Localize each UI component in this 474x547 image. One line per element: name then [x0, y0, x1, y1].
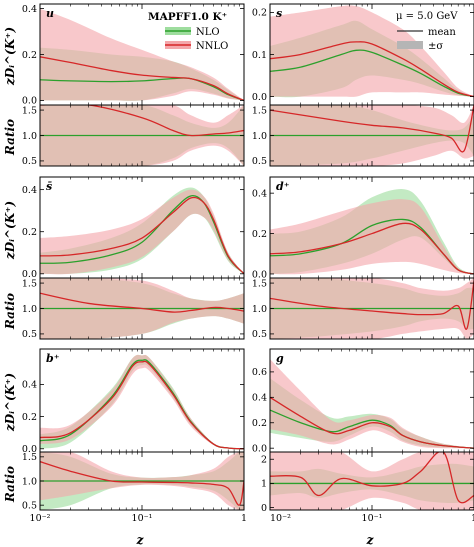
- panel-3-ratio-ytick-label-0: 0.5: [252, 329, 267, 340]
- panel-4-dist-ytick-label-0: 0.0: [22, 444, 37, 455]
- panel-5-ratio-xtick-label-2: 1: [471, 513, 474, 524]
- panel-4-dist-parton-label: b⁺: [46, 352, 60, 365]
- panel-0-ratio-nnlo-mean: [40, 105, 244, 137]
- panel-0-dist-nnlo-band: [40, 8, 244, 101]
- panel-2-dist: 0.0 0.2 0.4 s̄: [22, 176, 245, 280]
- panel-5-dist-nnlo-band: [270, 359, 474, 449]
- xlabel-left: z: [136, 533, 145, 547]
- panel-4-ratio-nnlo-mean: [40, 461, 244, 506]
- legend-sigma-swatch: [397, 41, 423, 49]
- panel-5-dist-ytick-label-1: 0.2: [252, 418, 267, 429]
- legend-style: μ = 5.0 GeV mean ±σ: [396, 11, 458, 52]
- panel-0-ratio-ytick-label-1: 1.0: [22, 131, 37, 142]
- panel-4-ratio-xtick-label-2: 1: [241, 513, 247, 524]
- panel-1-ratio-nnlo-mean: [270, 105, 474, 153]
- panel-5-ratio-nnlo-band: [270, 452, 474, 510]
- legend-sigma-label: ±σ: [428, 41, 443, 52]
- panel-5-dist-ytick-label-3: 0.6: [252, 367, 267, 378]
- panel-5-ratio-xtick-label-0: 10⁻²: [270, 513, 291, 524]
- panel-2-ratio-nnlo-mean: [40, 292, 244, 313]
- ylabel-ratio-row2: Ratio: [3, 293, 17, 330]
- panel-1-dist-ytick-label-2: 0.2: [252, 8, 267, 19]
- panel-0-dist-nnlo-mean: [40, 56, 244, 102]
- panel-3-dist-parton-label: d⁺: [276, 180, 290, 193]
- panel-4-dist-nnlo-mean: [40, 360, 244, 450]
- panel-4-dist-ytick-label-1: 0.2: [22, 412, 37, 423]
- panel-2-dist-ytick-label-0: 0.0: [22, 269, 37, 280]
- panel-0-dist-ytick-label-2: 0.4: [22, 4, 37, 15]
- panel-5-dist-parton-label: g: [276, 352, 284, 365]
- panel-5-ratio: 0 1 2 10⁻² 10⁻¹ 1: [261, 451, 474, 524]
- panel-1-ratio: 0.5 1.0 1.5: [252, 104, 474, 167]
- panel-2-dist-parton-label: s̄: [46, 180, 52, 193]
- legend-series: MAPFF1.0 K⁺ NLO NNLO: [148, 11, 228, 52]
- panel-5-dist-ytick-label-2: 0.4: [252, 393, 267, 404]
- legend-mean-label: mean: [428, 27, 456, 38]
- panel-3-dist-nnlo-band: [270, 199, 474, 275]
- panel-2-ratio-ytick-label-2: 1.5: [22, 278, 37, 289]
- panel-0-ratio-ytick-label-0: 0.5: [22, 156, 37, 167]
- panel-5-dist-ytick-label-0: 0.0: [252, 443, 267, 454]
- panel-2-dist-nnlo-band: [40, 189, 244, 275]
- ylabel-ratio-row3: Ratio: [3, 466, 17, 503]
- figure-title: MAPFF1.0 K⁺: [148, 11, 227, 23]
- panel-3-dist-nnlo-mean: [270, 222, 474, 275]
- panel-5-ratio-ytick-label-0: 0: [261, 503, 267, 514]
- panel-1-dist-ytick-label-0: 0.0: [252, 92, 267, 103]
- panel-0-dist-ytick-label-0: 0.0: [22, 96, 37, 107]
- panel-4-ratio: 0.5 1.0 1.5 10⁻² 10⁻¹ 1: [22, 451, 247, 524]
- panel-4-dist-ytick-label-2: 0.4: [22, 380, 37, 391]
- panel-3-ratio-ytick-label-2: 1.5: [252, 278, 267, 289]
- panel-1-dist-ytick-label-1: 0.1: [252, 50, 267, 61]
- panel-3-ratio-ytick-label-1: 1.0: [252, 304, 267, 315]
- panel-3-dist: 0.0 0.2 0.4 d⁺: [252, 176, 474, 280]
- panel-1-ratio-ytick-label-0: 0.5: [252, 156, 267, 167]
- panel-3-dist-ytick-label-2: 0.4: [252, 188, 267, 199]
- panel-1-dist-nnlo-mean: [270, 41, 474, 98]
- panel-3-dist-ytick-label-0: 0.0: [252, 269, 267, 280]
- scale-label: μ = 5.0 GeV: [396, 11, 458, 22]
- panel-0-ratio: 0.5 1.0 1.5: [22, 104, 245, 167]
- xlabel-right: z: [366, 533, 375, 547]
- panels: 0.00.20.4 u0.51.01.50.00.10.2 s0.51.01.50.…: [22, 3, 474, 524]
- panel-5-ratio-ytick-label-2: 2: [261, 455, 267, 466]
- panel-5-dist-nnlo-mean: [270, 396, 474, 449]
- panel-1-dist-nlo-mean: [270, 49, 474, 98]
- ylabel-top-row3: zDᵢ^(K⁺): [3, 373, 17, 432]
- panel-4-ratio-ytick-label-2: 1.5: [22, 452, 37, 463]
- panel-0-dist-ytick-label-1: 0.2: [22, 50, 37, 61]
- panel-4-ratio-ytick-label-0: 0.5: [22, 500, 37, 511]
- panel-3-dist-ytick-label-1: 0.2: [252, 229, 267, 240]
- panel-2-ratio-ytick-label-1: 1.0: [22, 304, 37, 315]
- panel-4-ratio-xtick-label-0: 10⁻²: [30, 513, 51, 524]
- panel-2-dist-ytick-label-2: 0.4: [22, 185, 37, 196]
- panel-5-ratio-ytick-label-1: 1: [261, 479, 267, 490]
- legend-nnlo-label: NNLO: [196, 41, 228, 52]
- panel-4-dist: 0.0 0.2 0.4 b⁺: [22, 348, 245, 455]
- panel-1-ratio-ytick-label-2: 1.5: [252, 105, 267, 116]
- panel-5-dist: 0.0 0.2 0.4 0.6 g: [252, 348, 474, 454]
- panel-1-ratio-ytick-label-1: 1.0: [252, 131, 267, 142]
- panel-0-dist-parton-label: u: [46, 7, 54, 20]
- panel-2-dist-nnlo-mean: [40, 196, 244, 275]
- ylabel-top-row2: zDᵢ^(K⁺): [3, 201, 17, 260]
- panel-2-ratio-ytick-label-0: 0.5: [22, 329, 37, 340]
- ylabel-ratio-row1: Ratio: [3, 119, 17, 156]
- panel-0-ratio-ytick-label-2: 1.5: [22, 105, 37, 116]
- ylabel-top-row1: zDᵢ^(K⁺): [3, 27, 17, 86]
- panel-5-ratio-nnlo-mean: [270, 452, 474, 504]
- panel-4-ratio-ytick-label-1: 1.0: [22, 476, 37, 487]
- panel-3-ratio-nnlo-mean: [270, 280, 474, 330]
- panel-0-dist-nlo-mean: [40, 77, 244, 102]
- panel-4-ratio-xtick-label-1: 10⁻¹: [132, 513, 153, 524]
- panel-2-ratio: 0.5 1.0 1.5: [22, 277, 245, 340]
- legend-nlo-label: NLO: [196, 27, 220, 38]
- panel-3-ratio: 0.5 1.0 1.5: [252, 277, 474, 340]
- panel-0-dist: 0.0 0.2 0.4 u: [22, 3, 245, 107]
- panel-1-dist-parton-label: s: [276, 7, 282, 20]
- panel-5-ratio-xtick-label-1: 10⁻¹: [362, 513, 383, 524]
- panel-2-dist-ytick-label-1: 0.2: [22, 227, 37, 238]
